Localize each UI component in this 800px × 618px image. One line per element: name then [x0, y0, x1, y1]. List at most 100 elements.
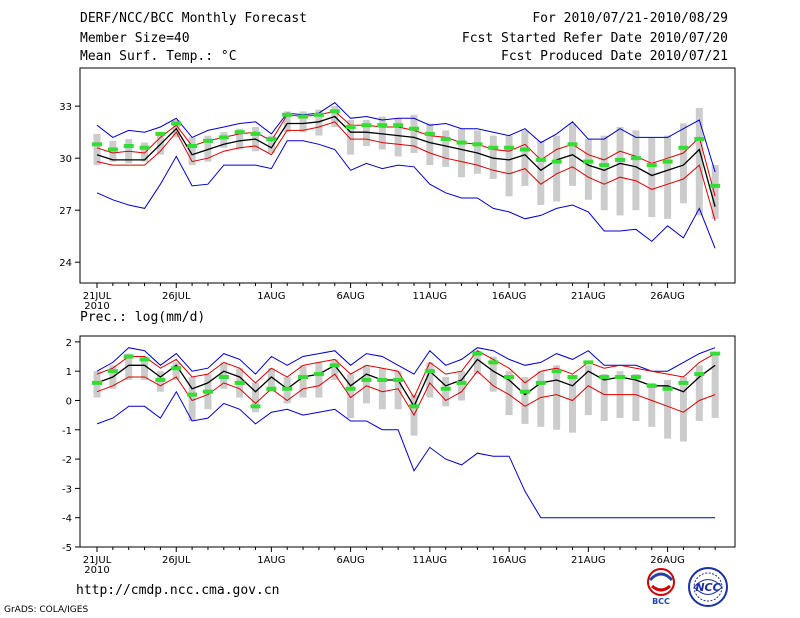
panel-frame — [79, 335, 736, 548]
ensemble-box — [711, 165, 719, 219]
ensemble-box — [204, 135, 212, 162]
series-ensemble-mean — [96, 115, 716, 207]
ensemble-box — [648, 137, 656, 218]
observed-marker — [662, 386, 673, 391]
observed-marker — [488, 360, 499, 365]
x-tick-label: 26JUL — [162, 291, 191, 302]
observed-marker — [615, 375, 626, 380]
observed-marker — [409, 404, 419, 409]
observed-marker — [472, 351, 483, 356]
bcc-logo: BCC — [647, 568, 675, 606]
ensemble-box — [600, 374, 608, 421]
observed-marker — [694, 372, 705, 377]
ensemble-box — [188, 137, 196, 166]
temp-panel-title: Mean Surf. Temp.: °C — [80, 49, 237, 64]
observed-marker — [456, 380, 467, 385]
ensemble-box — [600, 135, 608, 211]
observed-marker — [567, 375, 578, 380]
x-tick-label: 11AUG — [413, 291, 448, 302]
ensemble-box — [458, 128, 466, 178]
observed-marker — [630, 375, 641, 380]
observed-marker — [171, 366, 182, 371]
observed-marker — [646, 383, 657, 388]
x-tick-label: 26JUL — [162, 555, 191, 566]
ensemble-box — [236, 128, 244, 150]
observed-marker — [107, 369, 118, 374]
grads-credit: GrADS: COLA/IGES — [4, 605, 89, 615]
observed-marker — [599, 163, 610, 168]
series-spread-lower — [96, 121, 716, 221]
ensemble-box — [505, 135, 513, 197]
footer-url[interactable]: http://cmdp.ncc.cma.gov.cn — [76, 583, 280, 598]
observed-marker — [519, 147, 530, 152]
ensemble-box — [347, 374, 355, 419]
observed-marker — [361, 123, 372, 128]
observed-marker — [630, 156, 641, 161]
y-tick-label: -4 — [62, 514, 72, 525]
observed-marker — [567, 142, 578, 147]
observed-marker — [662, 159, 673, 164]
x-tick-label: 21AUG — [571, 291, 606, 302]
x-tick-label: 26AUG — [650, 291, 685, 302]
x-tick-label: 21JUL — [83, 291, 112, 302]
ensemble-box — [679, 377, 687, 442]
ensemble-box — [584, 139, 592, 200]
ensemble-box — [537, 140, 545, 205]
observed-marker — [329, 363, 340, 368]
y-tick-label: -3 — [62, 484, 72, 495]
ensemble-box — [378, 368, 386, 410]
observed-marker — [345, 124, 356, 129]
series-spread-lower — [96, 370, 716, 417]
observed-marker — [440, 386, 451, 391]
ensemble-box — [267, 135, 275, 153]
y-tick-label: -1 — [62, 426, 72, 437]
observed-marker — [313, 372, 324, 377]
observed-marker — [234, 130, 245, 135]
ensemble-box — [362, 365, 370, 404]
ensemble-box — [362, 120, 370, 147]
ensemble-box — [632, 130, 640, 211]
y-tick-label: 33 — [59, 102, 72, 113]
x-year-label: 2010 — [84, 565, 109, 576]
y-tick-label: 0 — [66, 396, 72, 407]
observed-marker — [599, 375, 610, 380]
observed-marker — [535, 157, 546, 162]
ensemble-box — [458, 371, 466, 401]
observed-marker — [139, 357, 150, 362]
observed-marker — [313, 112, 324, 117]
ensemble-box — [394, 118, 402, 157]
series-ensemble-min — [96, 390, 716, 519]
ensemble-box — [505, 371, 513, 416]
observed-marker — [298, 375, 309, 380]
ensemble-box — [695, 107, 703, 216]
y-tick-label: 1 — [66, 367, 72, 378]
ensemble-box — [315, 362, 323, 398]
y-tick-label: 27 — [59, 206, 72, 217]
ensemble-box — [489, 135, 497, 179]
ensemble-box — [664, 135, 672, 219]
ensemble-box — [172, 362, 180, 380]
ensemble-box — [220, 132, 228, 148]
observed-marker — [250, 404, 261, 409]
ensemble-box — [664, 379, 672, 439]
observed-marker — [92, 380, 102, 385]
x-tick-label: 6AUG — [336, 555, 364, 566]
observed-marker — [583, 360, 594, 365]
ensemble-box — [299, 365, 307, 398]
observed-marker — [155, 377, 166, 382]
ensemble-box — [125, 353, 133, 380]
series-ensemble-max — [96, 102, 716, 173]
ensemble-box — [537, 371, 545, 427]
ensemble-box — [553, 365, 561, 430]
observed-marker — [535, 380, 546, 385]
observed-marker — [329, 109, 340, 114]
observed-marker — [504, 145, 515, 150]
observed-marker — [393, 123, 404, 128]
observed-marker — [123, 354, 134, 359]
observed-marker — [710, 351, 721, 356]
fcst-started-date: Fcst Started Refer Date 2010/07/20 — [461, 31, 728, 46]
x-tick-label: 16AUG — [492, 555, 527, 566]
member-size: Member Size=40 — [80, 31, 190, 46]
observed-marker — [92, 142, 102, 147]
